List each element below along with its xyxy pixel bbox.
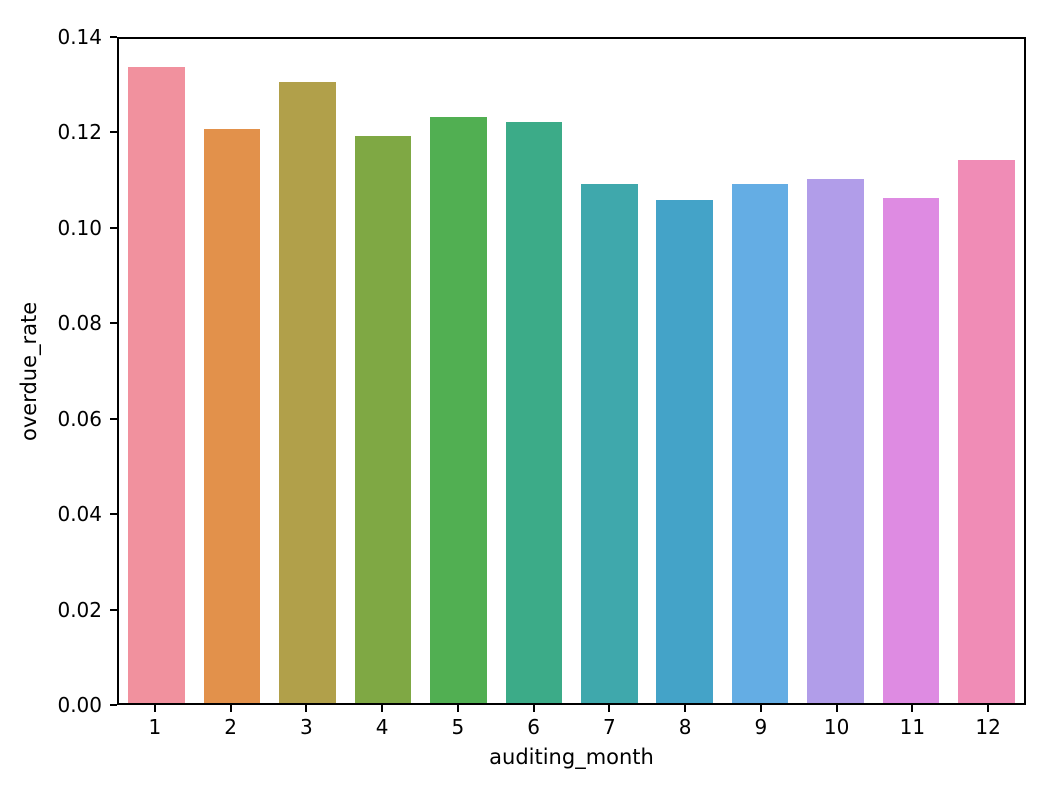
y-tick-mark — [110, 36, 117, 38]
y-tick-label: 0.06 — [57, 406, 102, 431]
y-tick-label: 0.14 — [57, 25, 102, 49]
bar-slot — [949, 39, 1024, 703]
y-tick-label: 0.02 — [57, 597, 102, 622]
bar-slot — [345, 39, 420, 703]
x-tick-mark — [305, 705, 308, 712]
y-tick-label: 0.08 — [57, 311, 102, 336]
x-tick-mark — [381, 705, 384, 712]
bars-container — [119, 39, 1024, 703]
x-tick-mark — [153, 705, 156, 712]
x-tick-mark — [456, 705, 459, 712]
x-tick-label: 7 — [603, 715, 616, 739]
bar-month-1 — [128, 67, 185, 703]
y-tick-label: 0.10 — [57, 215, 102, 240]
x-tick-label: 1 — [148, 715, 162, 739]
bar-month-10 — [807, 178, 864, 703]
y-tick-mark — [110, 131, 117, 134]
x-tick-label: 12 — [975, 715, 1001, 739]
y-tick-mark — [110, 513, 117, 516]
y-tick-mark — [110, 322, 117, 325]
bar-month-5 — [430, 117, 487, 703]
bar-slot — [421, 39, 496, 703]
y-tick-mark — [110, 226, 117, 229]
bar-slot — [194, 39, 269, 703]
x-tick-mark — [911, 705, 914, 712]
x-tick-mark — [229, 705, 232, 712]
bar-slot — [647, 39, 722, 703]
bar-slot — [270, 39, 345, 703]
y-tick-label: 0.00 — [57, 693, 102, 717]
bar-slot — [496, 39, 571, 703]
bar-slot — [873, 39, 948, 703]
bar-month-6 — [505, 122, 563, 703]
bar-slot — [798, 39, 873, 703]
y-tick-mark — [110, 417, 117, 420]
x-axis-label: auditing_month — [489, 745, 654, 769]
bar-month-7 — [580, 183, 638, 703]
x-tick-label: 10 — [823, 715, 850, 739]
x-tick-mark — [608, 705, 611, 712]
y-tick-mark — [110, 608, 117, 611]
x-tick-mark — [987, 705, 990, 712]
x-tick-label: 9 — [754, 715, 768, 739]
bar-month-11 — [882, 197, 940, 703]
x-tick-label: 2 — [224, 715, 237, 739]
y-tick-mark — [110, 704, 117, 706]
x-tick-mark — [759, 705, 762, 712]
x-tick-label: 11 — [899, 715, 926, 739]
bar-slot — [572, 39, 647, 703]
bar-month-9 — [731, 183, 789, 703]
bar-slot — [722, 39, 797, 703]
bar-month-4 — [354, 136, 412, 703]
bar-month-3 — [279, 81, 336, 703]
x-tick-mark — [684, 705, 687, 712]
plot-area — [117, 37, 1026, 705]
bar-month-12 — [958, 159, 1015, 703]
x-tick-mark — [532, 705, 535, 712]
bar-month-8 — [656, 200, 713, 703]
bar-month-2 — [203, 129, 261, 703]
x-tick-label: 8 — [678, 715, 692, 739]
bar-slot — [119, 39, 194, 703]
x-tick-label: 3 — [300, 715, 313, 739]
x-tick-label: 6 — [527, 715, 540, 739]
x-tick-label: 4 — [375, 715, 389, 739]
x-tick-label: 5 — [451, 715, 465, 739]
y-tick-label: 0.12 — [57, 120, 102, 145]
x-tick-mark — [835, 705, 838, 712]
y-tick-label: 0.04 — [57, 502, 102, 527]
